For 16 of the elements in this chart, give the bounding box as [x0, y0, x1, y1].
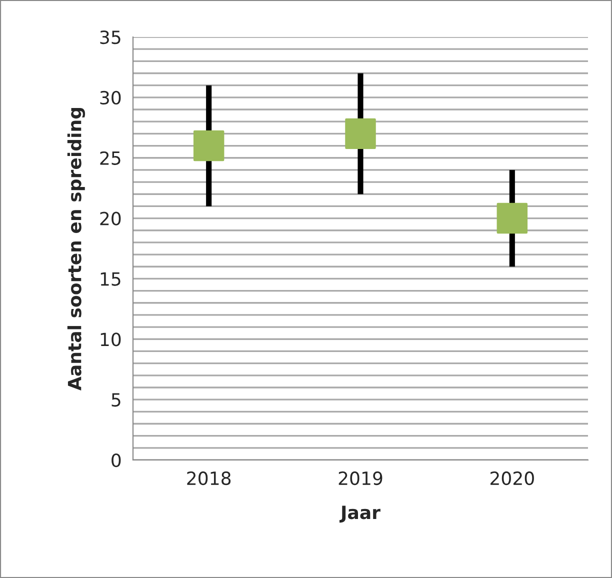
y-tick-label: 0	[112, 453, 121, 468]
point	[496, 202, 528, 234]
x-tick-label: 2018	[187, 471, 231, 486]
y-tick-label: 10	[100, 332, 121, 346]
x-axis-title: Jaar	[339, 506, 380, 523]
y-tick-label: 20	[100, 212, 121, 226]
y-tick-label: 35	[100, 30, 120, 44]
x-tick-label: 2019	[338, 471, 382, 486]
x-tick-label: 2020	[490, 471, 534, 486]
y-tick-label: 5	[112, 393, 120, 407]
point	[345, 118, 376, 150]
y-tick-label: 15	[100, 272, 120, 286]
y-axis-title: Aantal soorten en spreiding	[67, 108, 86, 390]
y-tick-label: 25	[100, 151, 120, 165]
y-tick-label: 30	[100, 90, 121, 105]
point	[193, 130, 224, 162]
